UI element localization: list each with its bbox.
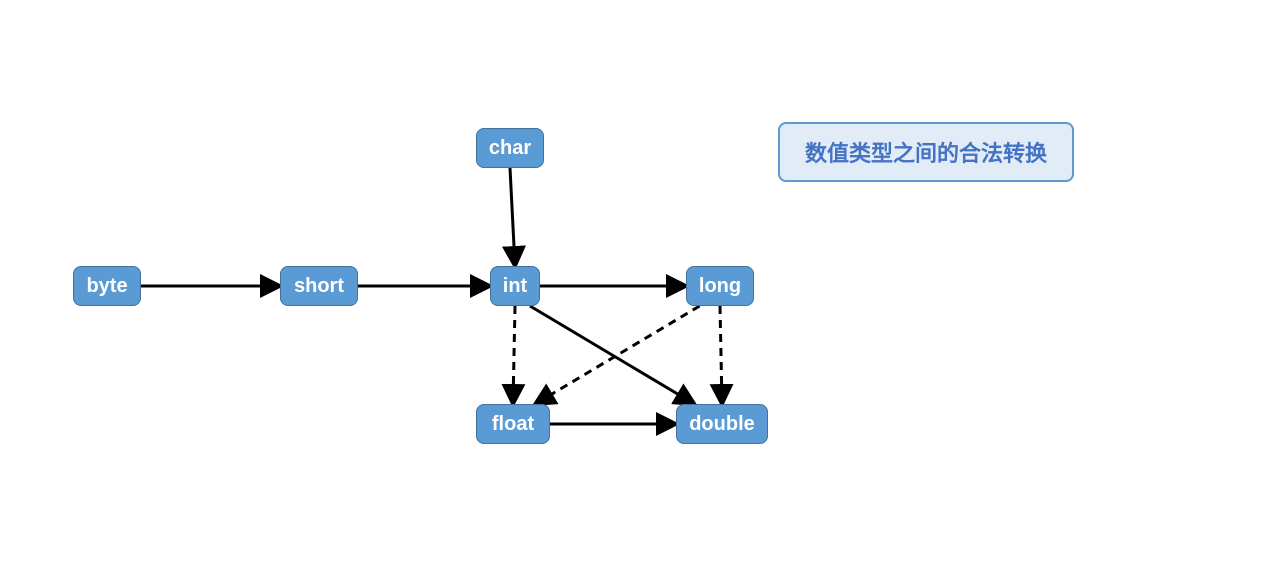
edge-long-to-double <box>720 306 722 404</box>
node-double: double <box>676 404 768 444</box>
diagram-title-text: 数值类型之间的合法转换 <box>805 136 1047 168</box>
node-int: int <box>490 266 540 306</box>
diagram-title: 数值类型之间的合法转换 <box>778 122 1074 182</box>
node-short: short <box>280 266 358 306</box>
edge-int-to-double <box>530 306 694 404</box>
edge-long-to-float <box>535 306 699 404</box>
node-long: long <box>686 266 754 306</box>
node-byte: byte <box>73 266 141 306</box>
node-float: float <box>476 404 550 444</box>
node-char: char <box>476 128 544 168</box>
edge-char-to-int <box>510 168 515 266</box>
edge-int-to-float <box>513 306 515 404</box>
edges-layer <box>0 0 1284 579</box>
